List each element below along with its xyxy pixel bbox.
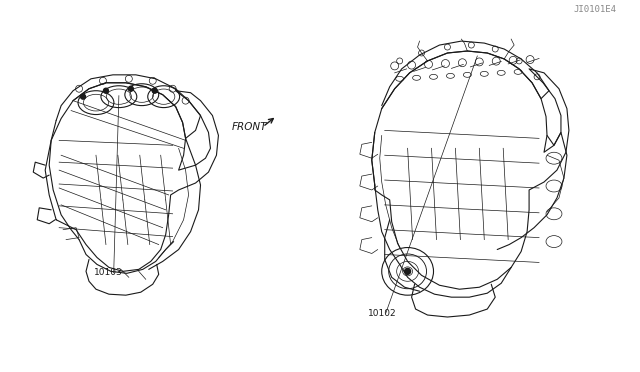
Circle shape bbox=[104, 88, 108, 93]
Circle shape bbox=[152, 88, 157, 93]
Circle shape bbox=[129, 86, 133, 91]
Text: 10102: 10102 bbox=[368, 309, 396, 318]
Circle shape bbox=[81, 94, 86, 99]
Circle shape bbox=[404, 268, 411, 274]
Text: JI0101E4: JI0101E4 bbox=[573, 5, 616, 14]
Text: FRONT: FRONT bbox=[232, 122, 268, 132]
Text: 10103: 10103 bbox=[94, 268, 122, 277]
